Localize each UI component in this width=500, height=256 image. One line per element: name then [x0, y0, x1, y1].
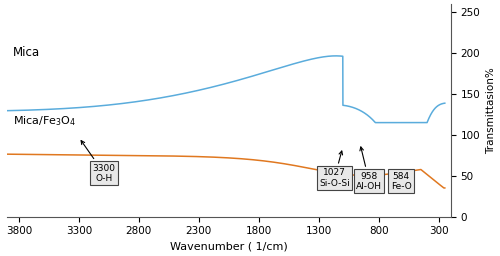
Y-axis label: Transmittasion%: Transmittasion% — [486, 67, 496, 154]
Text: 3300
O-H: 3300 O-H — [81, 141, 116, 183]
Text: Mica/Fe$_3$O$_4$: Mica/Fe$_3$O$_4$ — [13, 114, 76, 128]
Text: 584
Fe-O: 584 Fe-O — [390, 172, 411, 191]
Text: 958
Al-OH: 958 Al-OH — [356, 147, 382, 191]
X-axis label: Wavenumber ( 1/cm): Wavenumber ( 1/cm) — [170, 242, 288, 252]
Text: Mica: Mica — [13, 46, 40, 59]
Text: 1027
Si-O-Si: 1027 Si-O-Si — [319, 151, 350, 188]
